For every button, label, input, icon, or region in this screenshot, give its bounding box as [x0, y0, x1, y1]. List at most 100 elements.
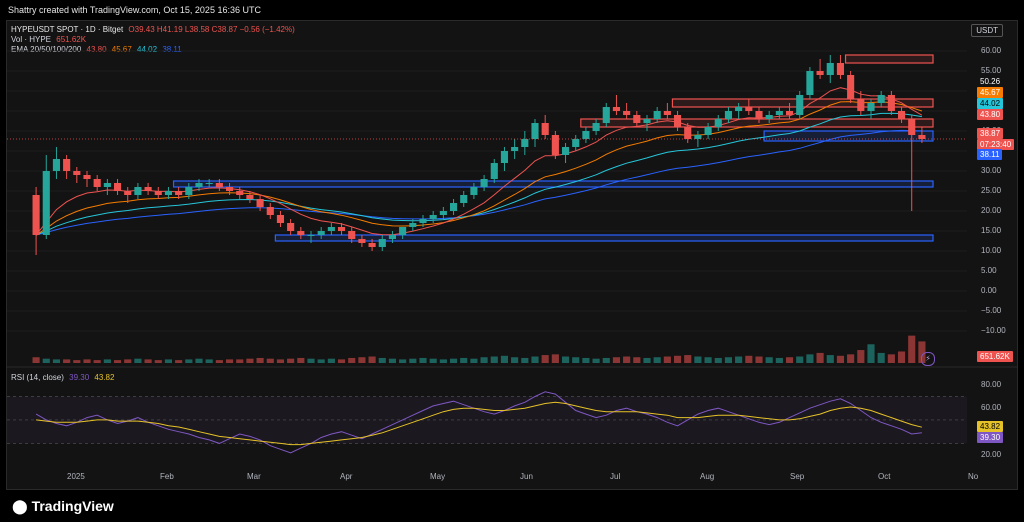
volume-bar	[908, 335, 916, 363]
candle-body	[470, 187, 478, 195]
support-zone	[274, 234, 934, 242]
last-price-badge: 38.87	[977, 128, 1004, 139]
symbol-title[interactable]: HYPEUSDT SPOT · 1D · Bitget	[11, 25, 124, 34]
candle-body	[63, 159, 71, 171]
candle-body	[775, 111, 783, 115]
volume-bar	[765, 357, 773, 363]
candle-body	[836, 63, 845, 75]
volume-bar	[724, 357, 733, 363]
candle-body	[52, 159, 61, 171]
volume-bar	[633, 357, 641, 363]
volume-bar	[653, 357, 661, 363]
volume-bar	[327, 358, 335, 363]
candle-body	[134, 187, 142, 195]
candle-body	[653, 111, 661, 119]
ema50-value: 45.67	[111, 45, 132, 54]
volume-bar	[592, 358, 600, 363]
volume-bar	[144, 359, 152, 363]
time-tick-label: Sep	[790, 472, 805, 481]
rsi-badge: 39.30	[977, 432, 1004, 443]
volume-bar	[195, 358, 203, 363]
rsi-line	[35, 391, 922, 454]
ema100-line	[35, 112, 922, 236]
candle-body	[857, 99, 865, 111]
volume-bar	[205, 359, 213, 363]
volume-bar	[806, 354, 814, 363]
candle-body	[480, 179, 488, 187]
candle-body	[490, 163, 498, 179]
candle-body	[429, 215, 437, 219]
candle-body	[500, 151, 509, 163]
volume-bar	[511, 357, 519, 363]
time-tick-label: Feb	[160, 472, 174, 481]
rsi-label[interactable]: RSI (14, close)	[11, 373, 64, 382]
ohlc-values: O39.43 H41.19 L38.58 C38.87 −0.56 (−1.42…	[128, 25, 295, 34]
candle-body	[867, 103, 875, 111]
volume-bar	[52, 359, 61, 363]
candle-body	[215, 183, 223, 187]
candle-body	[561, 147, 570, 155]
volume-bar	[449, 358, 458, 363]
volume-bar	[460, 357, 468, 363]
volume-label[interactable]: Vol · HYPE	[11, 35, 52, 44]
volume-bar	[399, 359, 407, 363]
volume-bar	[470, 358, 478, 363]
volume-bar	[164, 359, 173, 363]
candle-body	[806, 71, 814, 95]
candle-body	[388, 235, 397, 239]
volume-bar	[409, 358, 417, 363]
volume-bar	[796, 356, 804, 363]
volume-bar	[154, 360, 162, 363]
volume-bar	[429, 358, 437, 363]
candle-body	[887, 95, 895, 111]
volume-bar	[673, 355, 682, 363]
tradingview-logo[interactable]: ⬤ TradingView	[12, 498, 114, 515]
candle-body	[42, 171, 50, 235]
candle-body	[287, 223, 295, 231]
candle-body	[531, 123, 539, 139]
candle-body	[673, 115, 682, 127]
volume-bar	[785, 357, 794, 363]
price-chart[interactable]	[7, 21, 1017, 489]
candle-body	[643, 119, 651, 123]
lightning-icon[interactable]: ⚡	[921, 352, 935, 366]
volume-bar	[521, 357, 529, 363]
candle-body	[225, 187, 234, 191]
candle-body	[113, 183, 122, 191]
volume-bar	[134, 358, 142, 363]
candle-body	[755, 111, 763, 119]
time-tick-label: No	[968, 472, 979, 481]
candle-body	[684, 127, 692, 139]
volume-bar	[378, 357, 386, 363]
logo-text: TradingView	[31, 498, 114, 514]
candle-body	[541, 123, 549, 135]
candle-body	[83, 175, 91, 179]
volume-bar	[612, 357, 621, 363]
time-tick-label: May	[430, 472, 446, 481]
candle-body	[704, 127, 712, 135]
volume-bar	[572, 357, 580, 363]
caption-text: Shattry created with TradingView.com, Oc…	[8, 5, 261, 15]
candle-body	[337, 227, 346, 231]
currency-button[interactable]: USDT	[971, 24, 1003, 37]
price-tick-label: −10.00	[981, 326, 1006, 335]
volume-bar	[73, 360, 81, 363]
volume-bar	[42, 358, 50, 363]
chart-panel[interactable]: USDT HYPEUSDT SPOT · 1D · Bitget O39.43 …	[6, 20, 1018, 490]
candle-body	[399, 227, 407, 235]
time-tick-label: 2025	[67, 472, 85, 481]
volume-bar	[551, 354, 559, 363]
volume-bar	[561, 356, 570, 363]
volume-bar	[32, 357, 40, 363]
ema-label[interactable]: EMA 20/50/100/200	[11, 45, 82, 54]
price-tick-label: 60.00	[981, 46, 1002, 55]
candle-body	[154, 191, 162, 195]
volume-bar	[368, 356, 376, 363]
volume-legend: Vol · HYPE 651.62K	[11, 35, 89, 44]
ema20-line	[35, 87, 923, 236]
candle-body	[297, 231, 305, 235]
candle-body	[765, 115, 773, 119]
candle-body	[877, 95, 885, 103]
volume-bar	[816, 352, 824, 363]
volume-bar	[83, 359, 91, 363]
